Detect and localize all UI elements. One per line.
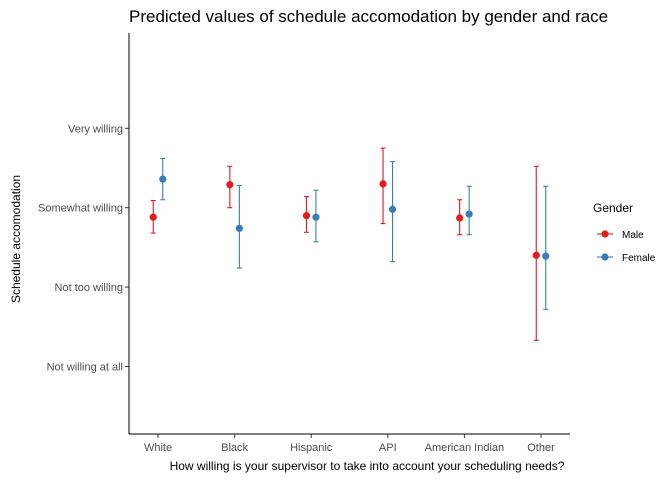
x-axis: White Black Hispanic API American Indian Othe… [129, 433, 570, 454]
legend-key-female [597, 253, 613, 261]
point-male-other [532, 251, 540, 259]
point-female-api [388, 205, 397, 213]
point-male-american-indian [456, 214, 464, 222]
legend-title: Gender [593, 201, 633, 215]
y-tick-label-somewhat-willing: Somewhat willing [38, 203, 123, 215]
legend-point-female [601, 253, 609, 261]
x-tick-label-hispanic: Hispanic [290, 442, 333, 454]
x-tick-label-american-indian: American Indian [425, 442, 505, 454]
y-axis: Not willing at all Not too willing Somewha… [38, 33, 130, 434]
series-female [159, 157, 550, 310]
y-axis-title: Schedule accomodation [9, 175, 23, 303]
y-tick-label-not-too-willing: Not too willing [55, 282, 123, 294]
point-female-white [159, 175, 167, 183]
y-tick-label-not-willing-at-all: Not willing at all [47, 362, 123, 374]
x-tick-label-white: White [144, 442, 172, 454]
x-tick-label-api: API [379, 442, 397, 454]
legend-key-male [597, 230, 613, 238]
x-axis-title: How willing is your supervisor to take i… [170, 459, 565, 473]
point-female-american-indian [465, 210, 473, 218]
y-tick-label-very-willing: Very willing [68, 123, 123, 135]
legend: Gender Male Female [593, 201, 656, 264]
chart-title: Predicted values of schedule accomodatio… [129, 7, 608, 26]
series-male [149, 147, 540, 341]
point-male-white [149, 213, 157, 221]
x-tick-label-other: Other [527, 442, 555, 454]
point-male-black [226, 181, 234, 189]
point-male-api [379, 180, 387, 188]
legend-label-male: Male [622, 230, 644, 241]
point-female-black [235, 224, 243, 232]
data-marks [149, 147, 550, 341]
x-tick-label-black: Black [221, 442, 248, 454]
point-male-hispanic [302, 212, 311, 220]
legend-point-male [601, 230, 609, 238]
point-female-hispanic [312, 213, 320, 221]
legend-label-female: Female [622, 253, 656, 264]
point-female-other [542, 252, 550, 260]
